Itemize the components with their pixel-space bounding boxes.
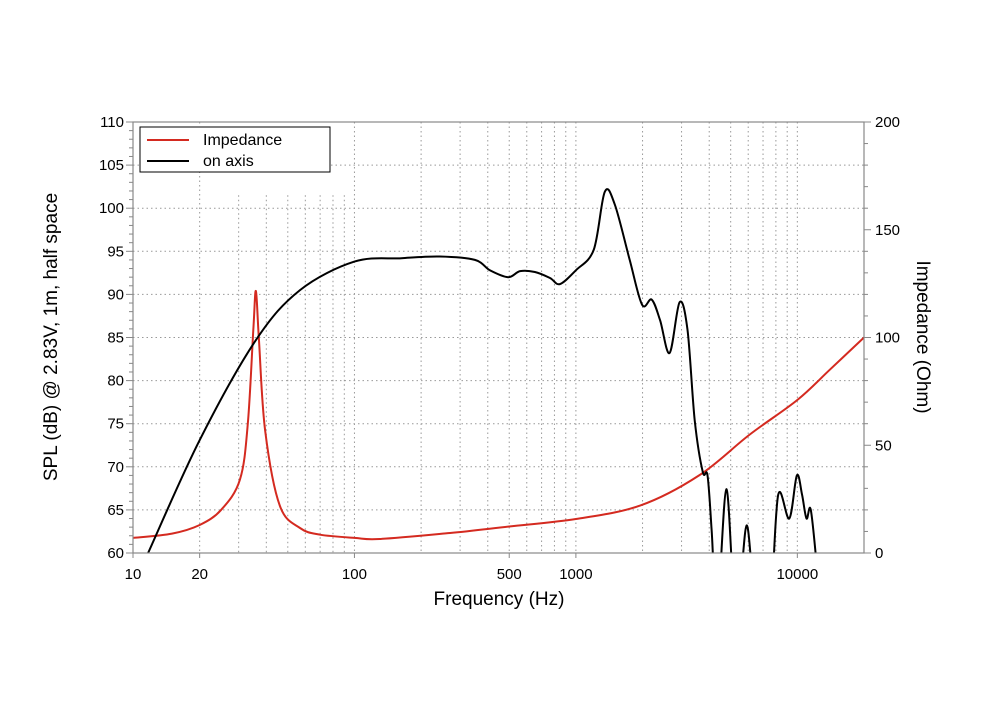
y-tick-label: 65 bbox=[107, 502, 124, 519]
x-axis-label: Frequency (Hz) bbox=[434, 589, 565, 610]
y-tick-label: 85 bbox=[107, 330, 124, 347]
x-tick-label: 1000 bbox=[559, 566, 592, 583]
x-tick-label: 20 bbox=[191, 566, 208, 583]
x-tick-label: 500 bbox=[497, 566, 522, 583]
y2-axis-label: Impedance (Ohm) bbox=[912, 260, 933, 413]
x-tick-label: 10 bbox=[125, 566, 142, 583]
y-tick-label: 90 bbox=[107, 286, 124, 303]
y-tick-label: 110 bbox=[100, 114, 124, 131]
y-tick-label: 60 bbox=[107, 545, 124, 562]
y2-tick-label: 150 bbox=[875, 222, 900, 239]
y-tick-label: 95 bbox=[107, 243, 124, 260]
axes: 60 65 70 75 80 85 90 95 100 105 110 0 50 100 150 200 10 2… bbox=[99, 114, 900, 583]
y-axis-label: SPL (dB) @ 2.83V, 1m, half space bbox=[41, 193, 62, 481]
grid bbox=[133, 122, 864, 553]
y2-tick-label: 100 bbox=[875, 330, 900, 347]
legend-label-on-axis: on axis bbox=[203, 153, 254, 170]
legend-box bbox=[139, 126, 331, 173]
y2-tick-label: 0 bbox=[875, 545, 883, 562]
series-line-on-axis bbox=[147, 188, 817, 553]
y2-tick-label: 50 bbox=[875, 437, 892, 454]
legend: Impedance on axis bbox=[139, 126, 331, 173]
series-line-impedance bbox=[133, 289, 864, 541]
legend-label-impedance: Impedance bbox=[203, 132, 282, 149]
curves bbox=[133, 188, 864, 553]
y-tick-label: 75 bbox=[107, 416, 124, 433]
y-tick-label: 70 bbox=[107, 459, 124, 476]
y-tick-label: 100 bbox=[99, 200, 124, 217]
y-tick-label: 105 bbox=[99, 157, 124, 174]
x-tick-label: 10000 bbox=[776, 566, 818, 583]
x-tick-label: 100 bbox=[342, 566, 367, 583]
y2-tick-label: 200 bbox=[875, 114, 900, 131]
y-tick-label: 80 bbox=[107, 373, 124, 390]
